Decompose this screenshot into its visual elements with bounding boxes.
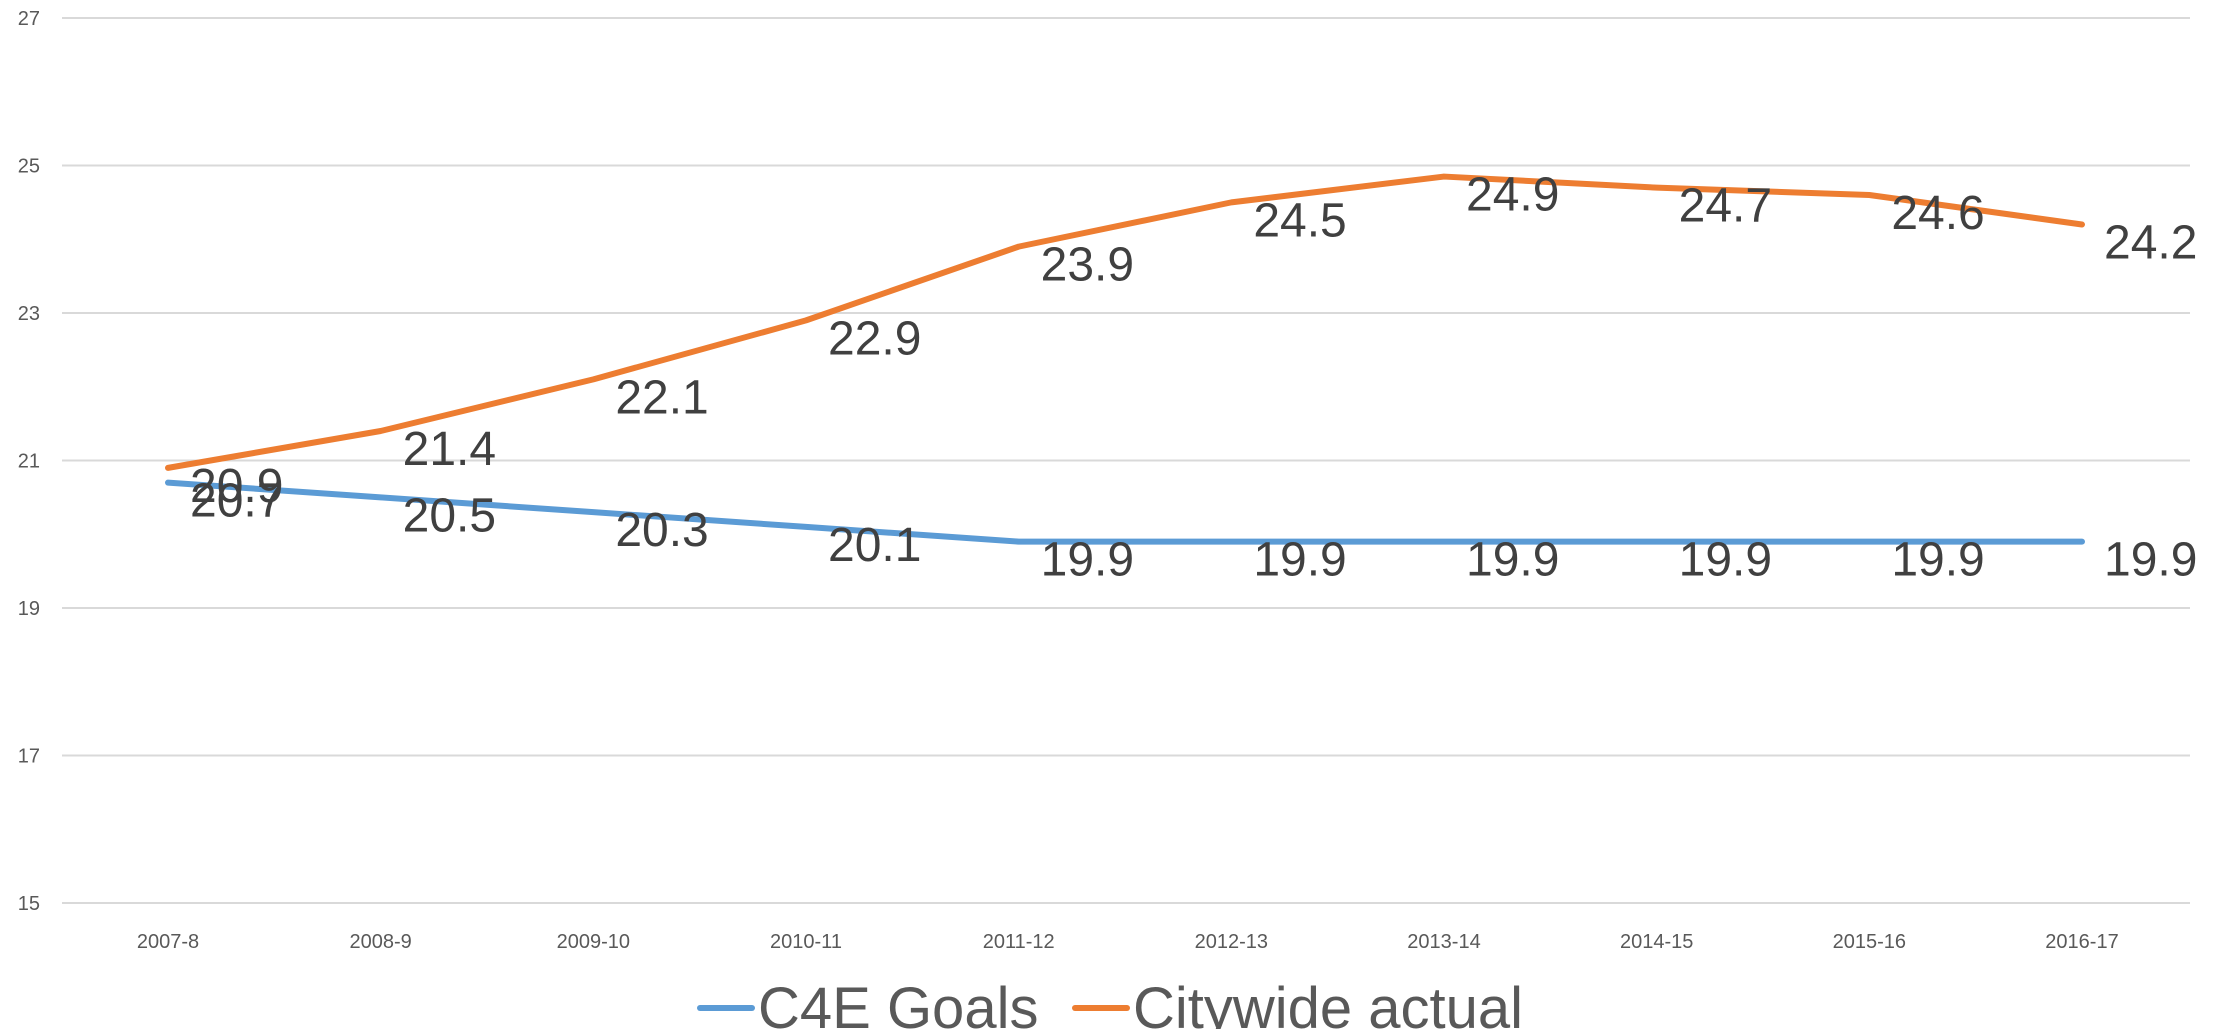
data-label: 20.9 (190, 460, 283, 513)
legend: C4E Goals Citywide actual (697, 976, 1523, 1029)
data-label: 19.9 (1679, 534, 1772, 587)
x-tick-label: 2009-10 (557, 931, 630, 953)
data-label: 24.5 (1253, 194, 1346, 247)
y-tick-label: 15 (18, 893, 40, 915)
y-tick-label: 23 (18, 303, 40, 325)
x-tick-label: 2011-12 (983, 931, 1055, 953)
series-line-c4e-goals (165, 479, 2085, 545)
legend-label: Citywide actual (1133, 976, 1523, 1029)
data-label: 24.6 (1891, 187, 1984, 240)
data-labels: 20.7 20.5 20.3 20.1 19.9 19.9 19.9 19.9 19.9 19.9… (190, 169, 2197, 587)
data-label: 20.1 (828, 519, 921, 572)
data-label: 21.4 (403, 423, 496, 476)
y-axis-tick-labels: 15 17 19 21 23 25 27 (18, 8, 40, 915)
y-tick-label: 27 (18, 8, 40, 30)
y-tick-label: 17 (18, 746, 40, 768)
series-line-citywide-actual (165, 173, 2085, 471)
data-label: 23.9 (1041, 239, 1134, 292)
data-label: 20.3 (615, 504, 708, 557)
data-label: 24.2 (2104, 217, 2197, 270)
data-label: 19.9 (1466, 534, 1559, 587)
data-label: 20.5 (403, 489, 496, 542)
data-label: 19.9 (1253, 534, 1346, 587)
y-tick-label: 25 (18, 156, 40, 178)
legend-label: C4E Goals (758, 976, 1038, 1029)
data-label: 24.7 (1679, 180, 1772, 233)
x-tick-label: 2016-17 (2045, 931, 2118, 953)
x-axis-tick-labels: 2007-8 2008-9 2009-10 2010-11 2011-12 2012-13… (137, 931, 2119, 953)
data-label: 22.9 (828, 312, 921, 365)
x-tick-label: 2012-13 (1195, 931, 1268, 953)
x-tick-label: 2007-8 (137, 931, 199, 953)
y-tick-label: 21 (18, 451, 40, 473)
data-label: 24.9 (1466, 169, 1559, 222)
x-tick-label: 2008-9 (350, 931, 412, 953)
y-tick-label: 19 (18, 598, 40, 620)
x-tick-label: 2013-14 (1407, 931, 1480, 953)
x-tick-label: 2015-16 (1833, 931, 1906, 953)
data-label: 19.9 (1041, 534, 1134, 587)
x-tick-label: 2010-11 (770, 931, 842, 953)
series-lines (165, 173, 2085, 545)
x-tick-label: 2014-15 (1620, 931, 1693, 953)
data-label: 22.1 (615, 371, 708, 424)
data-label: 19.9 (1891, 534, 1984, 587)
data-label: 19.9 (2104, 534, 2197, 587)
data-label: 20.7 (190, 475, 283, 528)
gridlines (62, 17, 2190, 904)
